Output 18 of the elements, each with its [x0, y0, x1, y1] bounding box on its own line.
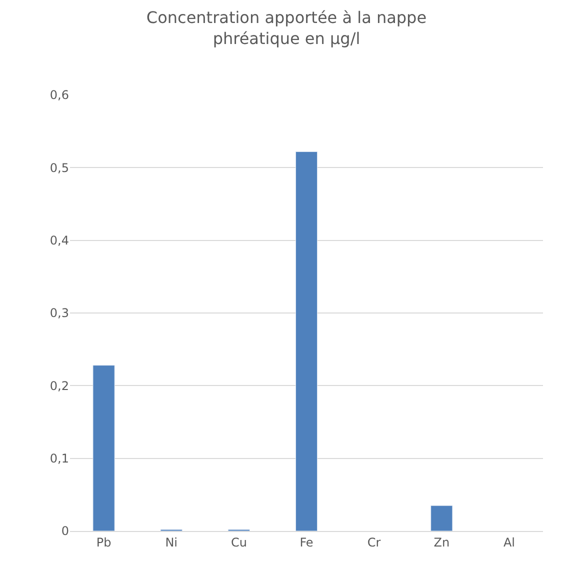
x-tick-label: Cu: [230, 535, 247, 550]
y-tick-label: 0,6: [50, 88, 69, 102]
chart-title: Concentration apportée à la nappe phréatique en µg/l: [146, 8, 427, 48]
y-tick-label: 0,3: [50, 306, 69, 320]
bar: [295, 151, 318, 531]
x-tick-label: Pb: [96, 535, 112, 550]
x-tick-label: Al: [503, 535, 515, 550]
x-tick-label: Cr: [367, 535, 381, 550]
x-tick-label: Zn: [434, 535, 450, 550]
x-tick-label: Fe: [300, 535, 314, 550]
bar: [92, 365, 115, 531]
bar: [430, 505, 453, 531]
y-tick-label: 0,5: [50, 160, 69, 175]
y-tick-label: 0,2: [50, 378, 69, 393]
x-tick-label: Ni: [165, 535, 178, 550]
y-tick-label: 0,4: [50, 234, 69, 248]
y-tick-label: 0: [61, 524, 69, 538]
y-tick-label: 0,1: [50, 452, 69, 466]
